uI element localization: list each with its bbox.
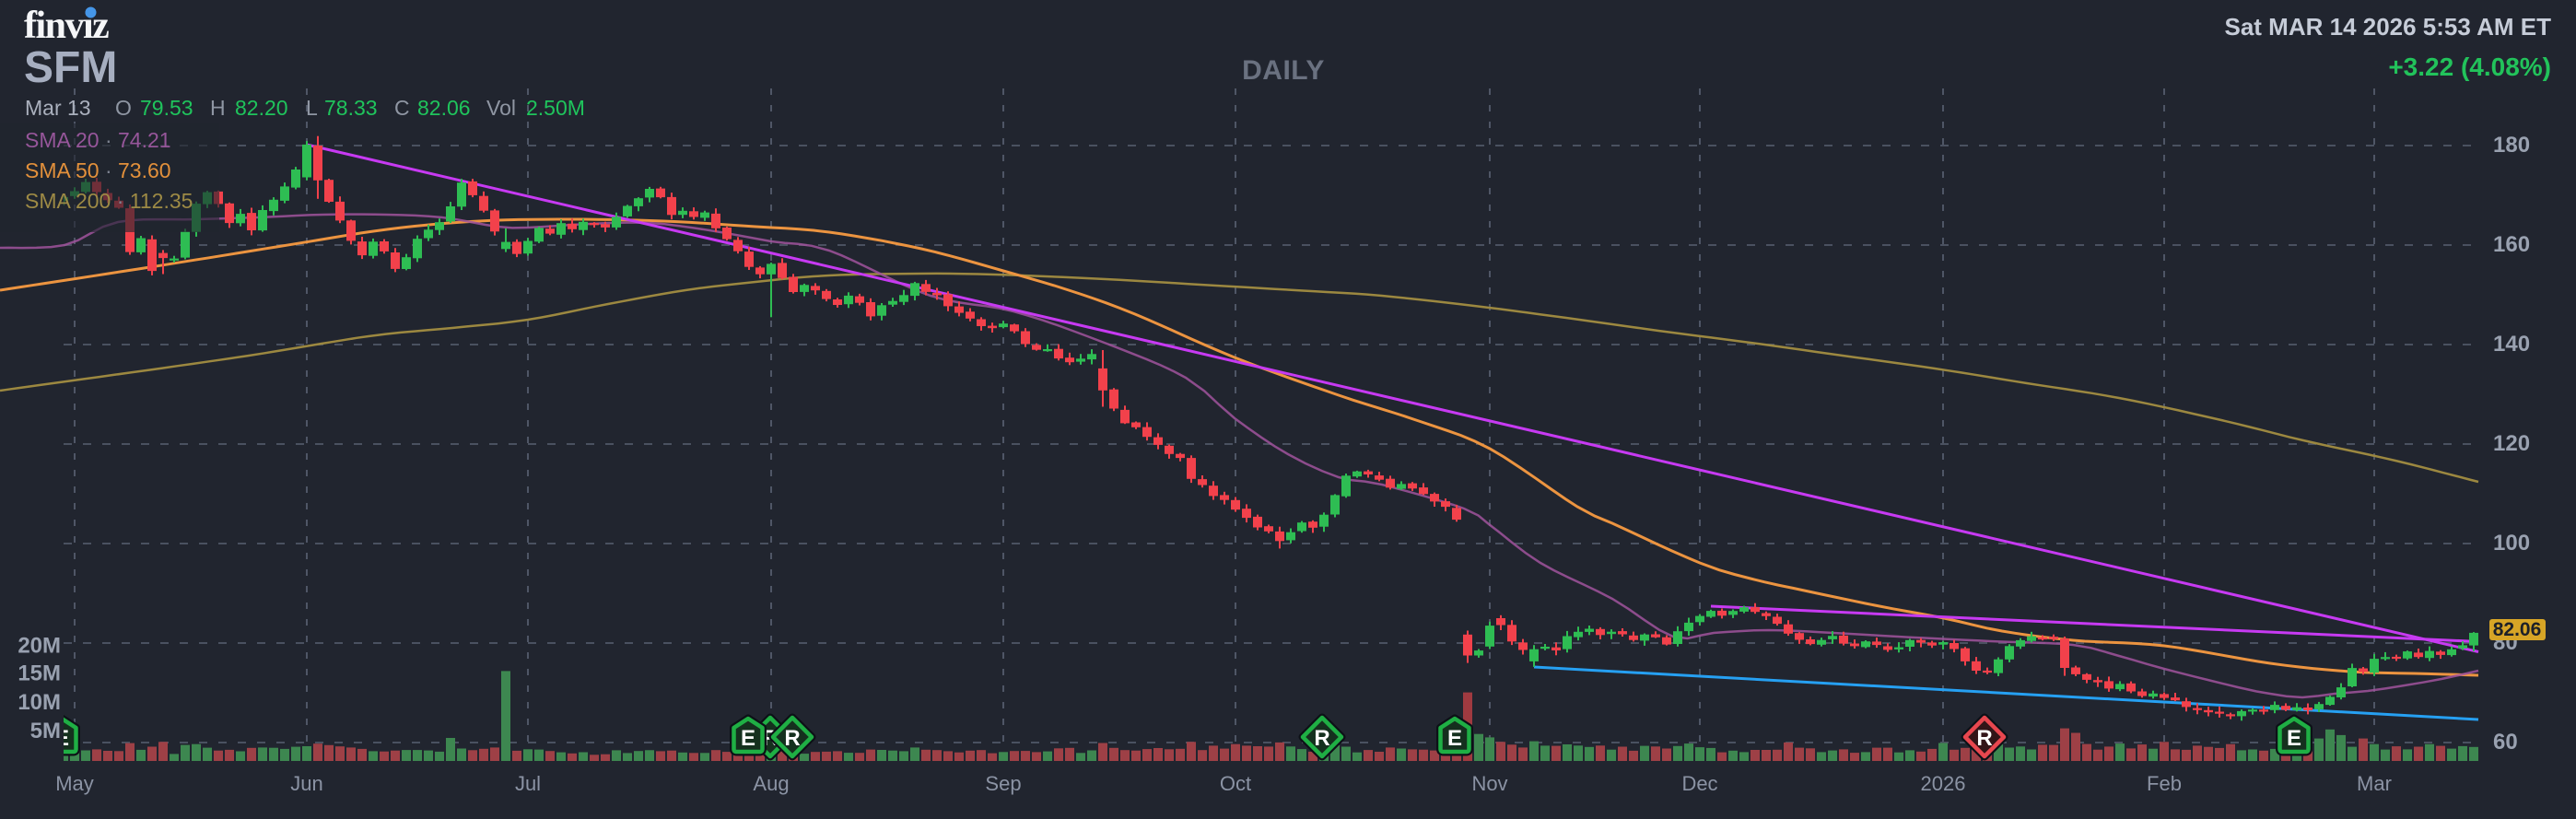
svg-text:SMA 50 · 73.60: SMA 50 · 73.60: [25, 158, 171, 182]
svg-text:15M: 15M: [18, 661, 61, 686]
svg-text:Sep: Sep: [985, 772, 1021, 795]
svg-text:E: E: [1447, 726, 1462, 751]
svg-text:R: R: [1976, 726, 1992, 751]
svg-text:finviz: finviz: [24, 5, 109, 47]
svg-text:82.06: 82.06: [417, 96, 471, 120]
svg-text:Dec: Dec: [1681, 772, 1717, 795]
svg-text:Jun: Jun: [290, 772, 322, 795]
svg-text:Feb: Feb: [2147, 772, 2182, 795]
svg-text:Nov: Nov: [1471, 772, 1507, 795]
svg-text:160: 160: [2493, 232, 2530, 257]
svg-text:SMA 200 · 112.35: SMA 200 · 112.35: [25, 189, 193, 213]
svg-text:180: 180: [2493, 133, 2530, 158]
svg-text:10M: 10M: [18, 690, 61, 715]
svg-text:DAILY: DAILY: [1242, 55, 1325, 86]
svg-text:Sat MAR 14 2026 5:53 AM ET: Sat MAR 14 2026 5:53 AM ET: [2224, 13, 2551, 41]
svg-text:78.33: 78.33: [324, 96, 378, 120]
svg-text:120: 120: [2493, 431, 2530, 456]
svg-text:E: E: [741, 726, 755, 751]
svg-text:82.20: 82.20: [235, 96, 288, 120]
svg-text:C: C: [394, 96, 410, 120]
svg-text:82.06: 82.06: [2493, 619, 2542, 640]
svg-text:Oct: Oct: [1220, 772, 1251, 795]
svg-text:E: E: [2287, 726, 2301, 751]
svg-text:H: H: [210, 96, 226, 120]
svg-text:20M: 20M: [18, 634, 61, 659]
svg-text:5M: 5M: [30, 719, 61, 743]
svg-text:Mar 13: Mar 13: [25, 96, 91, 120]
svg-text:2.50M: 2.50M: [526, 96, 585, 120]
svg-text:+3.22 (4.08%): +3.22 (4.08%): [2388, 53, 2551, 81]
svg-text:May: May: [55, 772, 94, 795]
svg-text:L: L: [306, 96, 318, 120]
svg-text:2026: 2026: [1921, 772, 1966, 795]
svg-text:R: R: [1314, 726, 1329, 751]
svg-text:E: E: [54, 726, 69, 751]
svg-text:R: R: [784, 726, 800, 751]
svg-text:Jul: Jul: [515, 772, 541, 795]
svg-text:SFM: SFM: [24, 43, 117, 92]
svg-text:Mar: Mar: [2357, 772, 2392, 795]
svg-text:60: 60: [2493, 730, 2518, 755]
svg-text:100: 100: [2493, 531, 2530, 556]
svg-text:SMA 20 · 74.21: SMA 20 · 74.21: [25, 128, 171, 152]
svg-text:140: 140: [2493, 332, 2530, 357]
svg-text:79.53: 79.53: [140, 96, 193, 120]
svg-text:Vol: Vol: [486, 96, 516, 120]
svg-text:Aug: Aug: [753, 772, 789, 795]
svg-text:O: O: [115, 96, 132, 120]
